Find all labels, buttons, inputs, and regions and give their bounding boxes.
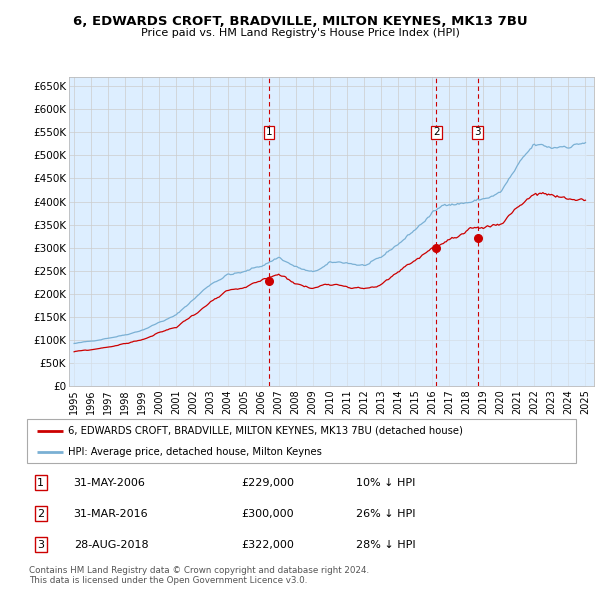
Text: 6, EDWARDS CROFT, BRADVILLE, MILTON KEYNES, MK13 7BU: 6, EDWARDS CROFT, BRADVILLE, MILTON KEYN… (73, 15, 527, 28)
Text: Price paid vs. HM Land Registry's House Price Index (HPI): Price paid vs. HM Land Registry's House … (140, 28, 460, 38)
Text: 1: 1 (37, 477, 44, 487)
Text: 31-MAY-2006: 31-MAY-2006 (74, 477, 146, 487)
Text: Contains HM Land Registry data © Crown copyright and database right 2024.
This d: Contains HM Land Registry data © Crown c… (29, 566, 369, 585)
Text: £300,000: £300,000 (241, 509, 294, 519)
Text: £322,000: £322,000 (241, 540, 294, 550)
Text: 6, EDWARDS CROFT, BRADVILLE, MILTON KEYNES, MK13 7BU (detached house): 6, EDWARDS CROFT, BRADVILLE, MILTON KEYN… (68, 426, 463, 436)
Text: 2: 2 (37, 509, 44, 519)
Text: 28-AUG-2018: 28-AUG-2018 (74, 540, 148, 550)
FancyBboxPatch shape (27, 419, 576, 463)
Text: £229,000: £229,000 (241, 477, 294, 487)
Text: 26% ↓ HPI: 26% ↓ HPI (356, 509, 416, 519)
Text: 3: 3 (474, 127, 481, 137)
Text: 28% ↓ HPI: 28% ↓ HPI (356, 540, 416, 550)
Text: 3: 3 (37, 540, 44, 550)
Text: HPI: Average price, detached house, Milton Keynes: HPI: Average price, detached house, Milt… (68, 447, 322, 457)
Text: 1: 1 (265, 127, 272, 137)
Text: 10% ↓ HPI: 10% ↓ HPI (356, 477, 416, 487)
Text: 31-MAR-2016: 31-MAR-2016 (74, 509, 148, 519)
Text: 2: 2 (433, 127, 440, 137)
